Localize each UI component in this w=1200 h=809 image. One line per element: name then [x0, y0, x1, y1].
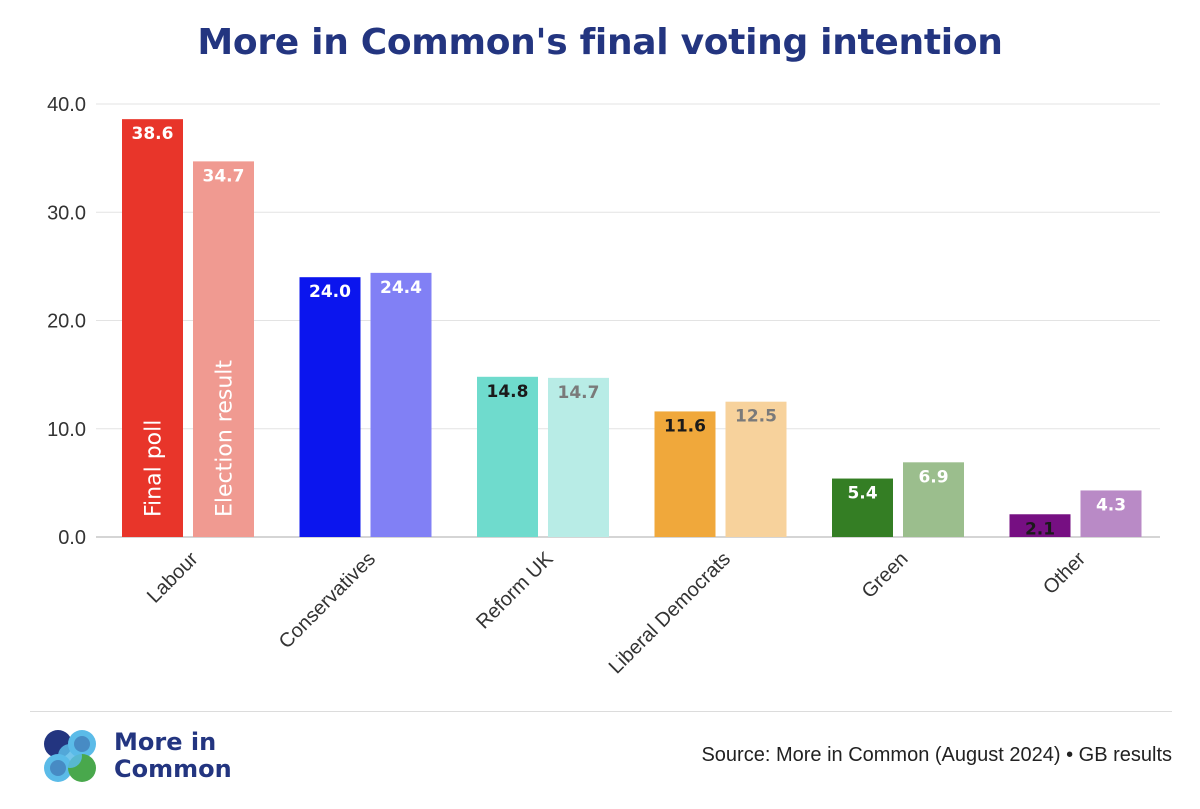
bar-election-result: [193, 161, 254, 537]
data-label: 14.8: [487, 382, 529, 402]
brand-logo: More in Common: [40, 726, 234, 786]
y-tick-label: 20.0: [47, 311, 86, 333]
bar-election-result: [725, 401, 787, 537]
y-tick-label: 30.0: [47, 202, 86, 224]
data-label: 34.7: [203, 166, 245, 186]
bar-chart: 0.0 10.0 20.0 30.0 40.0 38.6 24.0 14.8 11.6 5.4 2.…: [47, 94, 1160, 678]
bar-final-poll: [654, 411, 716, 537]
x-category-label: Liberal Democrats: [605, 548, 735, 678]
data-label: 2.1: [1025, 519, 1055, 539]
y-tick-label: 40.0: [47, 94, 86, 116]
x-category-label: Other: [1039, 548, 1090, 599]
brand-name-line2: Common: [114, 755, 232, 783]
x-category-label: Conservatives: [275, 548, 380, 653]
bar-election-result: [370, 272, 432, 537]
footer-divider: [30, 711, 1172, 712]
legend-label: Final poll: [142, 420, 167, 517]
brand-name-line1: More in: [114, 728, 217, 756]
data-label: 14.7: [558, 383, 600, 403]
more-in-common-logo-icon: [44, 730, 96, 782]
bar-final-poll: [299, 277, 361, 537]
data-label: 24.0: [309, 282, 351, 302]
data-label: 4.3: [1096, 495, 1126, 515]
x-category-label: Labour: [143, 548, 203, 608]
bar-election-result: [1080, 490, 1142, 537]
data-label: 6.9: [918, 467, 948, 487]
chart-title: More in Common's final voting intention: [197, 22, 1003, 63]
bar-final-poll: [477, 376, 538, 537]
bar-election-result: [903, 462, 964, 537]
x-category-label: Reform UK: [472, 548, 558, 634]
bar-final-poll: [832, 478, 893, 537]
bar-election-result: [548, 377, 609, 537]
data-label: 38.6: [132, 124, 174, 144]
x-category-label: Green: [858, 548, 913, 603]
y-tick-label: 0.0: [58, 527, 86, 549]
source-note: Source: More in Common (August 2024) • G…: [701, 744, 1172, 766]
legend-label: Election result: [213, 360, 238, 517]
y-tick-label: 10.0: [47, 419, 86, 441]
bar-final-poll: [1009, 514, 1071, 537]
bar-final-poll: [122, 119, 183, 537]
data-label: 11.6: [664, 416, 706, 436]
data-label: 12.5: [735, 407, 777, 427]
data-label: 5.4: [847, 484, 877, 504]
data-label: 24.4: [380, 278, 422, 298]
brand-name: More in Common: [114, 729, 234, 783]
